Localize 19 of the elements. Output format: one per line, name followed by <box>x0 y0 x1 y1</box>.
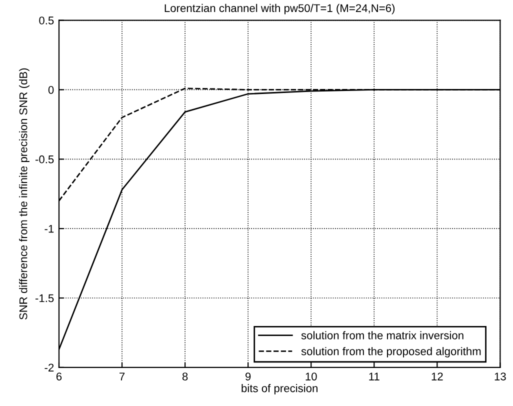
x-tick-label: 7 <box>120 372 125 380</box>
y-tick-label: 0.5 <box>39 16 54 24</box>
x-tick-label: 8 <box>182 372 188 380</box>
y-tick-label: -2 <box>44 364 54 372</box>
y-tick-label: 0 <box>48 86 54 94</box>
legend-label: solution from the proposed algorithm <box>301 347 481 358</box>
x-tick-label: 9 <box>246 372 251 380</box>
chart-title: Lorentzian channel with pw50/T=1 (M=24,N=6) <box>164 4 395 14</box>
x-tick-label: 12 <box>432 372 443 380</box>
y-tick-label: -0.5 <box>35 155 54 164</box>
x-axis-title: bits of precision <box>242 384 318 394</box>
x-tick-label: 10 <box>306 372 317 380</box>
y-axis-title: SNR difference from the infinite precision SNR (dB) <box>19 68 30 320</box>
y-tick-label: -1 <box>44 224 54 233</box>
x-tick-label: 6 <box>56 372 62 380</box>
x-tick-label: 13 <box>494 372 506 380</box>
x-tick-label: 11 <box>369 372 380 380</box>
y-tick-label: -1.5 <box>35 294 54 302</box>
legend-label: solution from the matrix inversion <box>301 331 464 340</box>
